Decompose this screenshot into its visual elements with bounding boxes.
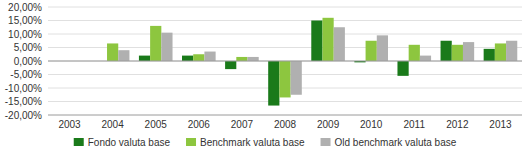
y-tick-label: 5,00%	[14, 42, 42, 53]
bar	[409, 45, 420, 61]
x-axis: 2003 2004 2005 2006 2007 2008 2009 2010 2011 2012…	[58, 119, 512, 130]
legend-label: Old benchmark valuta base	[335, 137, 457, 148]
bar	[311, 21, 322, 62]
grid-line	[48, 115, 522, 116]
y-tick-label: 0,00%	[14, 56, 42, 67]
bar	[484, 49, 495, 61]
x-tick-label: 2008	[274, 119, 297, 130]
bar	[118, 50, 129, 61]
x-tick-label: 2003	[58, 119, 81, 130]
y-tick-label: 20,00%	[8, 2, 42, 13]
legend-swatch	[74, 138, 84, 146]
x-tick-label: 2005	[145, 119, 168, 130]
x-tick-label: 2009	[317, 119, 340, 130]
bar	[268, 61, 279, 106]
legend-swatch	[186, 138, 196, 146]
bar	[182, 56, 193, 61]
x-tick-label: 2006	[188, 119, 211, 130]
bar	[236, 57, 247, 61]
bar	[420, 56, 431, 61]
legend: Fondo valuta base Benchmark valuta base Ol…	[74, 137, 457, 148]
bar	[193, 54, 204, 61]
bar	[279, 61, 290, 97]
x-tick-label: 2010	[360, 119, 383, 130]
bar	[248, 57, 259, 61]
legend-item: Benchmark valuta base	[186, 137, 305, 148]
bar	[139, 56, 150, 61]
bar	[204, 52, 215, 61]
grid-line	[48, 61, 522, 62]
bar	[452, 45, 463, 61]
grid-line	[48, 20, 522, 21]
bar	[495, 43, 506, 61]
grid-line	[48, 34, 522, 35]
x-tick-label: 2004	[102, 119, 125, 130]
bars	[107, 18, 517, 106]
y-tick-label: -10,00%	[5, 83, 42, 94]
bar	[322, 18, 333, 61]
chart-svg: -20,00% -15,00% -10,00% -5,00% 0,00% 5,00% 10,…	[0, 0, 530, 155]
grid	[48, 7, 522, 115]
x-tick-label: 2011	[404, 119, 426, 130]
bar	[463, 42, 474, 61]
bar-series	[107, 18, 506, 98]
grid-line	[48, 101, 522, 102]
y-tick-label: 15,00%	[8, 15, 42, 26]
y-tick-label: -5,00%	[10, 69, 42, 80]
y-tick-label: -15,00%	[5, 96, 42, 107]
x-tick-label: 2012	[446, 119, 469, 130]
y-tick-label: -20,00%	[5, 110, 42, 121]
grid-line	[48, 7, 522, 8]
zero-line	[48, 61, 522, 62]
bar	[225, 61, 236, 69]
bar	[150, 26, 161, 61]
legend-label: Benchmark valuta base	[200, 137, 305, 148]
bar	[161, 33, 172, 61]
bar	[107, 43, 118, 61]
bar-series	[139, 21, 495, 106]
x-tick-label: 2007	[231, 119, 254, 130]
y-axis: -20,00% -15,00% -10,00% -5,00% 0,00% 5,00% 10,…	[5, 2, 42, 121]
legend-item: Old benchmark valuta base	[321, 137, 457, 148]
legend-label: Fondo valuta base	[88, 137, 171, 148]
bar	[397, 61, 408, 76]
bar	[366, 41, 377, 61]
bar	[441, 41, 452, 61]
bar	[506, 41, 517, 61]
legend-swatch	[321, 138, 331, 146]
bar	[291, 61, 302, 95]
y-tick-label: 10,00%	[8, 29, 42, 40]
x-tick-label: 2013	[489, 119, 512, 130]
bar	[377, 35, 388, 61]
x-axis-line	[48, 115, 522, 116]
bar	[334, 27, 345, 61]
legend-item: Fondo valuta base	[74, 137, 171, 148]
chart-container: -20,00% -15,00% -10,00% -5,00% 0,00% 5,00% 10,…	[0, 0, 530, 155]
